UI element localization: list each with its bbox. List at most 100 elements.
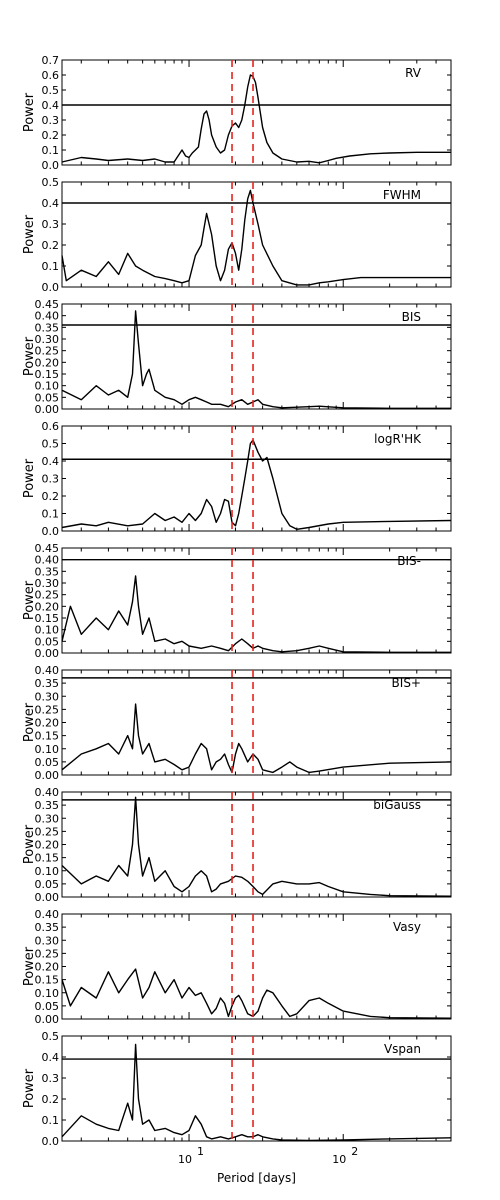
x-axis-label: Period [days] [217,1171,296,1185]
y-tick-label: 0.2 [42,490,60,503]
y-tick-label: 0.15 [35,730,60,743]
y-tick-label: 0.6 [42,420,60,433]
panel-bis: 0.000.050.100.150.200.250.300.350.40 Powe… [22,664,452,782]
y-axis-label: Power [22,214,37,254]
panel-frame [61,791,452,898]
y-tick-label: 0.05 [35,635,60,648]
y-tick-label: 0.1 [42,260,60,273]
y-tick-label: 0.25 [35,589,60,602]
y-tick-label: 0.0 [42,281,60,294]
panel-frame [61,59,452,166]
y-tick-label: 0.25 [35,703,60,716]
panel-logrhk: 0.0 0.1 0.2 0.3 0.4 0.5 0.6 Power logR'HK [22,420,452,538]
y-tick-label: 0.40 [35,664,60,677]
y-tick-label: 0.10 [35,624,60,637]
panel-title: BIS+ [392,676,421,690]
y-axis-label: Power [22,1068,37,1108]
y-tick-label: 0.0 [42,159,60,172]
y-tick-label: 0.20 [35,600,60,613]
y-tick-label: 0.5 [42,84,60,97]
y-tick-label: 0.1 [42,1114,60,1127]
y-tick-label: 0.2 [42,239,60,252]
y-tick-label: 0.10 [35,865,60,878]
y-tick-label: 0.20 [35,356,60,369]
panel-frame [61,1035,452,1142]
y-tick-label: 0.05 [35,1000,60,1013]
y-tick-label: 0.45 [35,542,60,555]
y-tick-label: 0.5 [42,1030,60,1043]
y-tick-label: 0.15 [35,974,60,987]
y-tick-label: 0.1 [42,144,60,157]
y-tick-label: 0.40 [35,554,60,567]
panel-vspan: 0.0 0.1 0.2 0.3 0.4 0.5 Power Vspan [22,1030,452,1148]
y-axis-label: Power [22,336,37,376]
x-tick-exponent: 2 [351,1145,358,1158]
y-tick-label: 0.35 [35,321,60,334]
y-tick-label: 0.10 [35,380,60,393]
y-tick-label: 0.3 [42,114,60,127]
periodogram-line [61,796,452,897]
y-tick-label: 0.25 [35,947,60,960]
y-tick-label: 0.2 [42,1093,60,1106]
y-tick-label: 0.5 [42,176,60,189]
panel-bis: 0.000.050.100.150.200.250.300.350.400.45… [22,542,452,660]
y-tick-label: 0.35 [35,799,60,812]
periodogram-line [61,575,451,653]
y-tick-label: 0.3 [42,1072,60,1085]
y-tick-label: 0.00 [35,403,60,416]
y-tick-label: 0.25 [35,345,60,358]
y-tick-label: 0.25 [35,825,60,838]
panel-fwhm: 0.0 0.1 0.2 0.3 0.4 0.5 Power FWHM [22,176,452,294]
periodogram-line [61,1043,452,1142]
y-tick-label: 0.05 [35,391,60,404]
periodogram-line [61,189,451,286]
y-tick-label: 0.35 [35,921,60,934]
x-tick-label: 10 [332,1153,346,1166]
panel-title: BIS [402,310,421,324]
y-tick-label: 0.45 [35,298,60,311]
panel-title: Vasy [393,920,421,934]
y-axis-label: Power [22,458,37,498]
panel-title: Vspan [384,1042,421,1056]
y-tick-label: 0.40 [35,908,60,921]
periodogram-line [61,968,452,1019]
y-tick-label: 0.4 [42,197,60,210]
panel-frame [61,547,452,654]
y-tick-label: 0.30 [35,333,60,346]
y-tick-label: 0.30 [35,812,60,825]
panel-vasy: 0.000.050.100.150.200.250.300.350.40 Powe… [22,908,452,1026]
y-axis-label: Power [22,702,37,742]
panel-frame [61,181,452,288]
y-tick-label: 0.20 [35,961,60,974]
y-axis-label: Power [22,946,37,986]
y-tick-label: 0.4 [42,1051,60,1064]
panel-frame [61,913,452,1020]
panel-title: biGauss [373,798,421,812]
y-tick-label: 0.35 [35,677,60,690]
y-tick-label: 0.10 [35,743,60,756]
y-tick-label: 0.20 [35,839,60,852]
x-tick-label: 10 [178,1153,192,1166]
panel-bigauss: 0.000.050.100.150.200.250.300.350.40 Powe… [22,786,452,904]
y-tick-label: 0.00 [35,891,60,904]
y-axis-label: Power [22,92,37,132]
y-tick-label: 0.35 [35,565,60,578]
y-tick-label: 0.30 [35,934,60,947]
y-tick-label: 0.15 [35,368,60,381]
y-tick-label: 0.4 [42,455,60,468]
y-tick-label: 0.15 [35,852,60,865]
y-tick-label: 0.05 [35,756,60,769]
y-tick-label: 0.30 [35,577,60,590]
panel-title: FWHM [383,188,421,202]
y-tick-label: 0.0 [42,525,60,538]
panel-bis: 0.000.050.100.150.200.250.300.350.400.45… [22,298,452,416]
y-tick-label: 0.15 [35,612,60,625]
panel-title: BIS- [397,554,421,568]
y-tick-label: 0.00 [35,769,60,782]
y-tick-label: 0.40 [35,786,60,799]
y-tick-label: 0.6 [42,69,60,82]
y-tick-label: 0.40 [35,310,60,323]
panel-rv: 0.0 0.1 0.2 0.3 0.4 0.5 0.6 0.7 Power RV [22,54,452,172]
y-axis-label: Power [22,824,37,864]
